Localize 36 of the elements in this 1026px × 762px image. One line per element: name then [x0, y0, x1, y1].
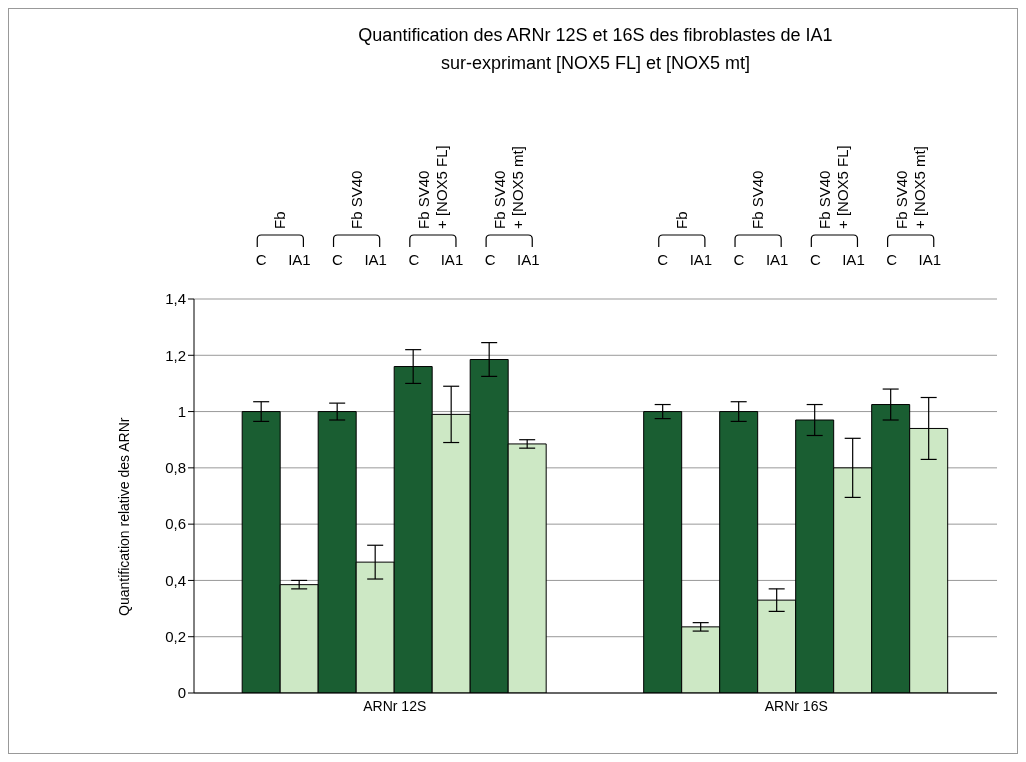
legend-label: IA1 — [842, 251, 865, 268]
y-tick-label: 0,2 — [165, 628, 186, 646]
x-tick-label: ARNr 16S — [764, 697, 828, 714]
text: C — [809, 251, 821, 268]
text: Fb — [672, 211, 690, 229]
y-tick-label: 0,6 — [165, 515, 186, 533]
legend-label: C — [332, 251, 344, 268]
y-tick-label: 0,4 — [165, 571, 186, 589]
text: IA1 — [288, 251, 311, 268]
legend-label: C — [484, 251, 496, 268]
y-tick-label: 1 — [177, 402, 186, 420]
text: Fb SV40 — [749, 170, 767, 229]
chart-title: Quantification des ARNr 12S et 16S des fibroblastes de IA1 sur-exprimant [NOX5 FL] et [NOX5 mt] — [358, 25, 833, 73]
x-tick-label: ARNr 12S — [363, 697, 427, 714]
text: Fb SV40 + [NOX5 FL] — [414, 145, 450, 229]
text: C — [733, 251, 745, 268]
text: Fb SV40 + [NOX5 mt] — [491, 146, 527, 229]
y-tick-label: 1,2 — [165, 346, 186, 364]
text: C — [657, 251, 669, 268]
text: IA1 — [364, 251, 387, 268]
legend-label: IA1 — [765, 251, 789, 268]
text: Fb — [271, 211, 289, 229]
y-tick-label: 0,8 — [165, 459, 186, 477]
y-tick-label: 0 — [177, 684, 186, 702]
y-tick-label: 1,4 — [165, 290, 186, 308]
text: Fb SV40 + [NOX5 mt] — [892, 146, 928, 229]
text: C — [886, 251, 898, 268]
text: IA1 — [516, 251, 540, 268]
text: Fb SV40 + [NOX5 FL] — [816, 145, 852, 229]
legend-label: IA1 — [918, 251, 942, 268]
legend-label: IA1 — [689, 251, 713, 268]
legend-label: C — [408, 251, 420, 268]
text: Fb SV40 — [347, 170, 365, 229]
legend-label: C — [255, 251, 267, 268]
y-axis-title: Quantification relative des ARNr — [115, 417, 132, 616]
text: IA1 — [440, 251, 464, 268]
